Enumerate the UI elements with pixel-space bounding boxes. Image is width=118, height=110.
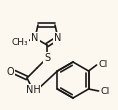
Text: Cl: Cl	[101, 86, 110, 95]
Text: NH: NH	[26, 85, 40, 95]
Text: CH₃: CH₃	[12, 38, 28, 47]
Text: O: O	[6, 67, 14, 77]
Text: Cl: Cl	[99, 60, 108, 69]
Text: N: N	[54, 33, 62, 43]
Text: S: S	[44, 53, 50, 63]
Text: N: N	[31, 33, 39, 43]
